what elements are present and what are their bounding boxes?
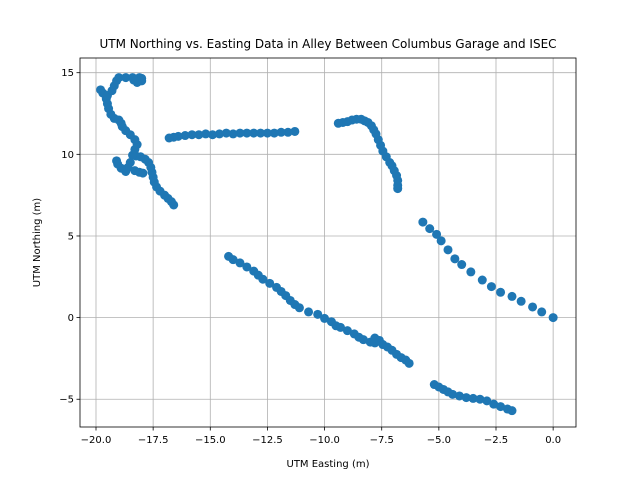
data-point <box>276 127 286 137</box>
data-point <box>425 224 435 234</box>
data-point <box>208 130 218 140</box>
data-point <box>96 85 106 95</box>
x-tick-label: −20.0 <box>81 435 112 446</box>
data-point <box>342 326 352 336</box>
data-point <box>290 126 300 136</box>
y-axis-ticks: −5 0 5 10 15 <box>59 68 80 406</box>
x-tick-label: −10.0 <box>309 435 340 446</box>
data-points <box>96 73 558 416</box>
data-point <box>448 389 458 399</box>
y-tick-label: 10 <box>61 150 74 161</box>
x-axis-ticks: −20.0 −17.5 −15.0 −12.5 −10.0 −7.5 −5.0 −2.5 0.0 <box>81 427 561 446</box>
data-point <box>457 260 467 270</box>
data-point <box>404 358 414 368</box>
data-point <box>129 75 139 85</box>
data-point <box>432 229 442 239</box>
data-point <box>201 129 211 139</box>
data-point <box>477 275 487 285</box>
data-point <box>137 73 147 83</box>
x-tick-label: −2.5 <box>484 435 508 446</box>
data-point <box>228 255 238 265</box>
data-point <box>269 128 279 138</box>
data-point <box>507 291 517 301</box>
x-axis-label: UTM Easting (m) <box>287 459 370 470</box>
data-point <box>221 128 231 138</box>
data-point <box>489 399 499 409</box>
data-point <box>304 307 314 317</box>
data-point <box>194 130 204 140</box>
data-point <box>262 128 272 138</box>
data-point <box>121 73 131 83</box>
x-tick-label: −12.5 <box>252 435 283 446</box>
data-point <box>180 131 190 141</box>
data-point <box>496 402 506 412</box>
data-point <box>496 287 506 297</box>
data-point <box>436 236 446 246</box>
data-point <box>336 322 346 332</box>
data-point <box>516 296 526 306</box>
data-point <box>320 313 330 323</box>
chart-title: UTM Northing vs. Easting Data in Alley B… <box>99 37 556 51</box>
data-point <box>265 278 275 288</box>
data-point <box>258 274 268 284</box>
data-point <box>528 302 538 312</box>
data-point <box>138 168 148 178</box>
x-tick-label: −7.5 <box>370 435 394 446</box>
x-tick-label: 0.0 <box>545 435 561 446</box>
data-point <box>249 128 259 138</box>
data-point <box>228 129 238 139</box>
data-point <box>443 245 453 255</box>
plot-border <box>79 57 577 428</box>
x-tick-label: −15.0 <box>195 435 226 446</box>
grid-lines <box>80 58 576 427</box>
x-tick-label: −17.5 <box>138 435 169 446</box>
data-point <box>537 307 547 317</box>
data-point <box>333 118 343 128</box>
y-tick-label: 0 <box>68 313 74 324</box>
data-point <box>283 127 293 137</box>
data-point <box>235 128 245 138</box>
data-point <box>486 282 496 292</box>
data-point <box>214 129 224 139</box>
data-point <box>475 394 485 404</box>
data-point <box>450 254 460 264</box>
data-point <box>294 303 304 313</box>
y-tick-label: 5 <box>68 231 74 242</box>
data-point <box>548 313 558 323</box>
data-point <box>187 130 197 140</box>
data-point <box>242 128 252 138</box>
data-point <box>468 393 478 403</box>
data-point <box>313 309 323 319</box>
data-point <box>507 406 517 416</box>
y-tick-label: 15 <box>61 68 74 79</box>
data-point <box>370 333 380 343</box>
data-point <box>242 262 252 272</box>
data-point <box>358 335 368 345</box>
data-point <box>164 133 174 143</box>
data-point <box>461 393 471 403</box>
plot-frame <box>80 58 576 427</box>
data-point <box>112 156 122 166</box>
y-axis-label: UTM Northing (m) <box>32 198 43 287</box>
data-point <box>114 73 124 83</box>
data-point <box>466 267 476 277</box>
data-point <box>256 128 266 138</box>
data-point <box>454 391 464 401</box>
x-tick-label: −5.0 <box>427 435 451 446</box>
data-point <box>235 258 245 268</box>
y-tick-label: −5 <box>59 395 74 406</box>
data-point <box>418 217 428 227</box>
data-point <box>482 396 492 406</box>
